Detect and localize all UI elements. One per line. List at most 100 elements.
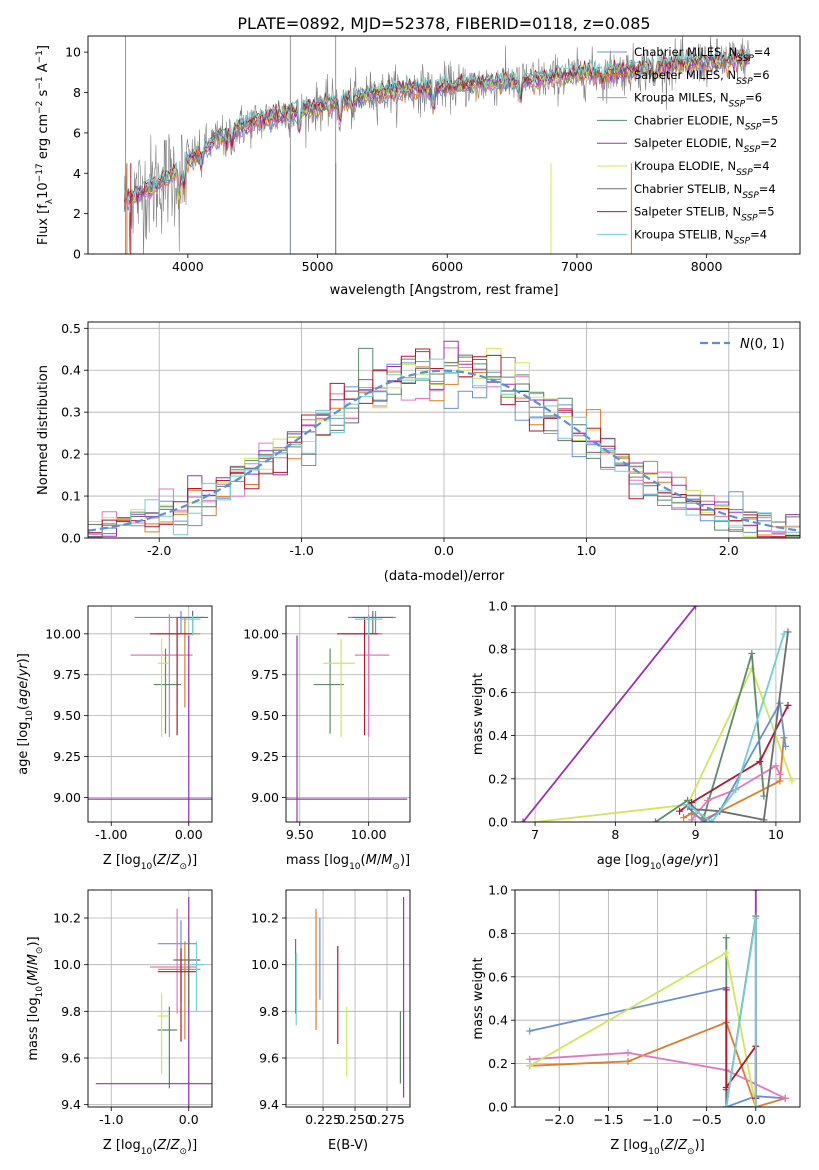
- label-part: ⊙: [179, 1147, 187, 1157]
- label-part: M: [26, 970, 41, 981]
- label-part: s: [36, 89, 51, 100]
- label-part: (: [152, 1138, 157, 1153]
- y-tick-label: 0.2: [61, 447, 81, 462]
- label-part: =5: [758, 205, 775, 219]
- label-part: −1: [35, 76, 45, 89]
- gaussian-curve: [88, 369, 800, 532]
- legend-label-kroupa_elodie: Kroupa ELODIE, NSSP=4: [634, 159, 770, 178]
- marker-salpeter_elodie: [692, 606, 700, 610]
- y-axis-label: Flux [fλ10−17 erg cm−2 s−1 A−1]: [35, 45, 55, 245]
- marker-kroupa_elodie: [531, 818, 539, 822]
- label-part: erg cm: [36, 114, 51, 163]
- errorbar-chabrier_elodie: [157, 1006, 178, 1089]
- label-part: SSP: [737, 54, 754, 64]
- label-part: M: [366, 853, 377, 868]
- panel-residuals: -2.0 -1.0 0.0 1.0 2.0 0.0 0.1 0.2 0.3 0.4 0.5 (data…: [36, 321, 801, 584]
- x-tick-label: 0.250: [337, 1112, 373, 1127]
- errorbar-kroupa_elodie: [157, 992, 170, 1075]
- x-tick-label: 8: [611, 827, 619, 842]
- histogram-kroupa_stelib: [88, 358, 800, 538]
- y-axis-label: Normed distribution: [36, 365, 51, 495]
- legend-label-salpeter_stelib: Salpeter STELIB, NSSP=5: [634, 205, 775, 224]
- y-tick-label: 0.0: [488, 815, 508, 830]
- errorbar-chabrier_stelib: [352, 610, 394, 634]
- label-part: yr: [16, 662, 31, 678]
- y-tick-label: 9.6: [259, 1051, 279, 1066]
- marker-chabrier_stelib: [760, 816, 768, 822]
- errorbar-kroupa_stelib: [188, 941, 205, 1012]
- series-kroupa_stelib: [687, 633, 785, 822]
- y-tick-label: 0: [73, 247, 81, 262]
- marker-chabrier_elodie: [748, 650, 756, 658]
- y-tick-label: 9.50: [251, 708, 279, 723]
- plot-area: [95, 897, 212, 1107]
- y-tick-label: 4: [73, 166, 81, 181]
- label-part: Kroupa MILES, N: [634, 91, 729, 105]
- label-part: )]: [187, 1138, 197, 1153]
- label-part: Salpeter STELIB, N: [634, 205, 741, 219]
- label-part: SSP: [742, 191, 759, 201]
- x-axis-label: E(B-V): [328, 1138, 368, 1153]
- axes-frame: [285, 889, 411, 1108]
- label-part: Kroupa ELODIE, N: [634, 159, 736, 173]
- marker-chabrier_elodie: [722, 934, 730, 942]
- label-part: SSP: [741, 214, 758, 224]
- y-tick-label: 9.25: [53, 749, 81, 764]
- y-tick-label: 0.4: [488, 728, 508, 743]
- y-tick-label: 0.0: [61, 531, 81, 546]
- label-part: −1: [35, 50, 45, 63]
- label-part: A: [36, 63, 51, 76]
- marker-kroupa_elodie: [788, 777, 796, 785]
- y-tick-label: 0.0: [488, 1100, 508, 1115]
- errorbar-salpeter_elodie: [286, 635, 408, 822]
- y-tick-label: 10.0: [251, 957, 279, 972]
- marker-salpeter_stelib: [688, 799, 696, 807]
- plot-area: [294, 897, 405, 1098]
- axes-frame: [87, 321, 801, 539]
- label-part: )]: [187, 853, 197, 868]
- panel-mass_weight_vs_Z: −2.0 −1.5 −1.0 −0.5 0.0 0.0 0.2 0.4 0.6 0.8 1.0 Z […: [471, 883, 801, 1157]
- x-tick-label: -2.0: [147, 543, 171, 558]
- label-part: SSP: [744, 145, 761, 155]
- y-tick-label: 9.6: [61, 1051, 81, 1066]
- marker-salpeter_stelib: [676, 807, 684, 815]
- axes-frame: [514, 889, 801, 1108]
- label-part: )]: [400, 853, 410, 868]
- y-tick-label: 2: [73, 206, 81, 221]
- label-part: Z: [156, 853, 167, 868]
- label-part: /: [166, 1138, 171, 1153]
- label-part: Z: [664, 1138, 675, 1153]
- marker-kroupa_elodie: [526, 1062, 534, 1070]
- label-part: /: [691, 853, 696, 868]
- series-chabrier_miles: [529, 986, 786, 1107]
- label-part: /: [674, 1138, 679, 1153]
- label-part: ]: [36, 45, 51, 50]
- x-axis-label: mass [log10(M/M⊙)]: [286, 853, 410, 872]
- marker-salpeter_elodie: [752, 890, 760, 894]
- marker-salpeter_stelib: [784, 701, 792, 709]
- marker-salpeter_miles: [624, 1057, 632, 1065]
- label-part: mass [log: [26, 997, 41, 1060]
- y-tick-label: 0.5: [61, 321, 81, 336]
- label-part: =6: [753, 68, 770, 82]
- x-tick-label: 1.0: [576, 543, 596, 558]
- series-kroupa_elodie: [534, 666, 793, 822]
- label-part: −17: [35, 163, 45, 182]
- x-axis-label: Z [log10(Z/Z⊙)]: [103, 1138, 197, 1157]
- y-tick-label: 9.50: [53, 708, 81, 723]
- x-tick-label: 0.0: [746, 1112, 766, 1127]
- label-part: =6: [745, 91, 762, 105]
- marker-kroupa_stelib: [752, 1103, 760, 1107]
- label-part: /: [16, 676, 31, 681]
- marker-chabrier_elodie: [651, 818, 659, 822]
- label-part: Chabrier STELIB, N: [634, 182, 742, 196]
- marker-salpeter_miles: [680, 814, 688, 822]
- marker-kroupa_miles: [704, 796, 712, 804]
- label-part: (: [152, 853, 157, 868]
- axes-frame: [87, 889, 213, 1108]
- label-part: 10: [25, 710, 35, 722]
- label-part: 10: [648, 1147, 660, 1157]
- label-part: ⊙: [687, 1147, 695, 1157]
